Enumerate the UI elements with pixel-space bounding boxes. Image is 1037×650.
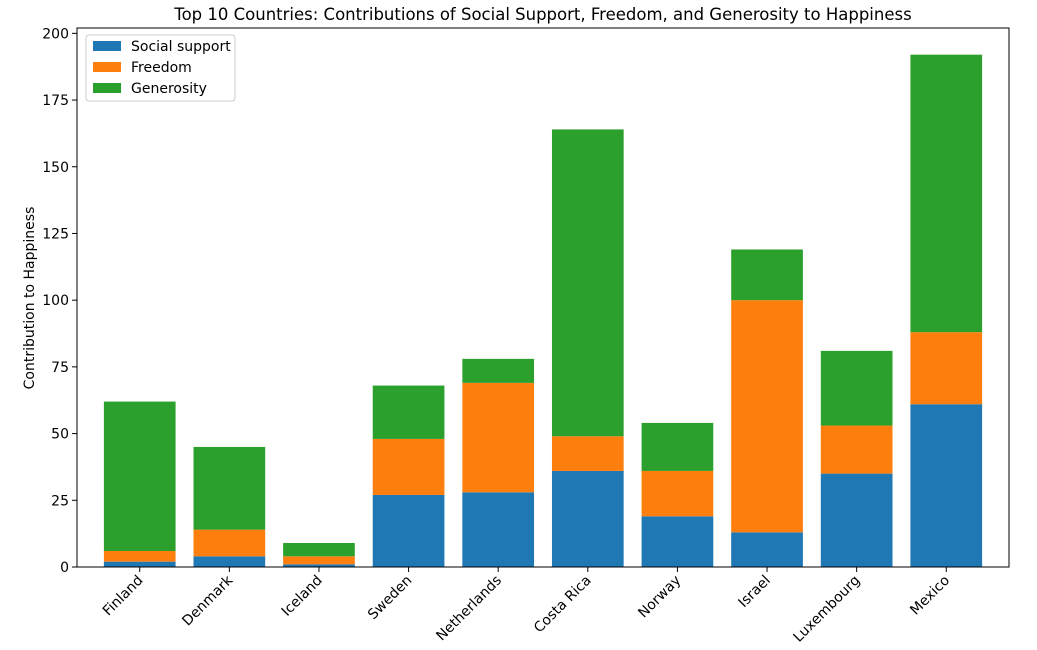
x-tick-label: Sweden <box>365 573 415 623</box>
bar-denmark-generosity <box>193 446 266 530</box>
x-tick-label: Denmark <box>179 572 236 629</box>
bar-sweden-freedom <box>372 438 445 495</box>
bar-norway-generosity <box>641 422 714 471</box>
legend-swatch-freedom <box>93 62 121 72</box>
bar-mexico-social-support <box>910 404 983 567</box>
bar-netherlands-social-support <box>462 492 535 567</box>
bar-israel-freedom <box>731 300 803 533</box>
bar-iceland-generosity <box>283 542 355 557</box>
x-ticks-group: Finland Denmark Iceland Sweden Netherlands Co… <box>100 567 953 646</box>
y-tick-label: 100 <box>42 293 69 309</box>
legend-swatch-social-support <box>93 41 121 51</box>
x-tick-label: Norway <box>635 573 684 622</box>
legend-label: Freedom <box>131 60 192 76</box>
bar-mexico-freedom <box>910 332 983 405</box>
plot-frame <box>76 27 1010 568</box>
bar-iceland-freedom <box>283 556 355 565</box>
y-tick-label: 150 <box>42 160 69 176</box>
bar-iceland-social-support <box>283 564 355 567</box>
y-axis-label: Contribution to Happiness <box>22 207 38 390</box>
chart-title: Top 10 Countries: Contributions of Socia… <box>173 5 911 24</box>
bar-norway-social-support <box>641 516 714 567</box>
legend-label: Social support <box>131 39 231 55</box>
bar-finland-freedom <box>103 550 176 562</box>
y-ticks-group: 0 25 50 75 100 125 150 175 200 <box>42 26 77 576</box>
y-tick-label: 50 <box>51 427 69 443</box>
x-tick-label: Finland <box>100 573 147 620</box>
bar-denmark-freedom <box>193 529 266 557</box>
legend-box <box>85 34 236 102</box>
y-tick-label: 25 <box>51 493 69 509</box>
legend-swatch-generosity <box>93 83 121 93</box>
bar-finland-social-support <box>103 561 176 567</box>
axes-group <box>76 27 1010 568</box>
x-tick-label: Iceland <box>279 573 326 620</box>
bar-denmark-social-support <box>193 556 266 567</box>
bars-group <box>103 54 983 567</box>
bar-netherlands-generosity <box>462 358 535 383</box>
x-tick-label: Costa Rica <box>531 573 595 637</box>
y-tick-label: 125 <box>42 226 69 242</box>
bar-netherlands-freedom <box>462 382 535 493</box>
x-tick-label: Luxembourg <box>790 573 863 646</box>
bar-mexico-generosity <box>910 54 983 333</box>
y-tick-label: 175 <box>42 93 69 109</box>
bar-israel-social-support <box>731 532 803 567</box>
bar-sweden-generosity <box>372 385 445 439</box>
bar-costa-rica-social-support <box>551 470 624 567</box>
bar-luxembourg-generosity <box>820 350 893 426</box>
bar-costa-rica-generosity <box>551 129 624 437</box>
x-tick-label: Israel <box>735 573 773 611</box>
x-tick-label: Netherlands <box>433 573 505 645</box>
bar-luxembourg-social-support <box>820 473 893 567</box>
bar-finland-generosity <box>103 401 176 551</box>
y-tick-label: 75 <box>51 360 69 376</box>
legend: Social support Freedom Generosity <box>85 34 236 102</box>
y-tick-label: 200 <box>42 26 69 42</box>
bar-costa-rica-freedom <box>551 436 624 471</box>
y-tick-label: 0 <box>60 560 69 576</box>
bar-israel-generosity <box>731 249 803 301</box>
x-tick-label: Mexico <box>907 573 953 619</box>
bar-luxembourg-freedom <box>820 425 893 474</box>
bar-norway-freedom <box>641 470 714 517</box>
bar-sweden-social-support <box>372 494 445 567</box>
legend-label: Generosity <box>131 81 207 97</box>
